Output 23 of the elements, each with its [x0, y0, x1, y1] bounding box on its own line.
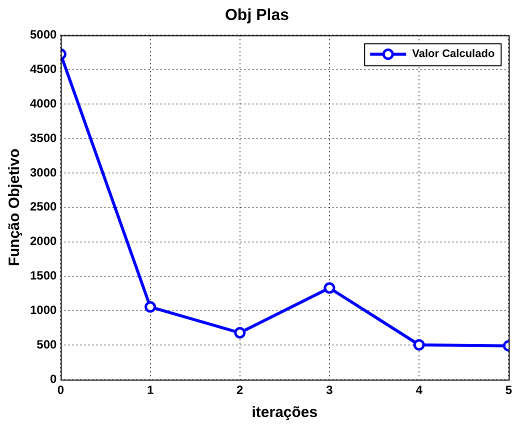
y-tick-label: 1000 — [30, 303, 58, 318]
y-tick-label: 4500 — [30, 62, 58, 76]
chart-title: Obj Plas — [224, 7, 290, 24]
legend-label: Valor Calculado — [412, 48, 495, 60]
y-tick-label: 3000 — [30, 165, 58, 180]
point — [234, 327, 246, 339]
x-tick-label: 2 — [236, 383, 244, 398]
point — [324, 282, 336, 294]
y-tick-label: 1500 — [30, 268, 58, 283]
x-axis-title: iterações — [252, 404, 318, 422]
x-tick-label: 3 — [326, 383, 334, 398]
y-tick-label: 2500 — [30, 200, 58, 214]
point — [144, 301, 156, 313]
y-tick-label: 0 — [50, 372, 58, 386]
y-tick-label: 5000 — [30, 28, 58, 42]
y-tick-label: 4000 — [30, 96, 58, 110]
y-tick-label: 3500 — [30, 130, 58, 145]
x-tick-label: 1 — [146, 383, 154, 398]
y-axis-title: Função Objetivo — [6, 148, 24, 266]
x-tick-label: 5 — [505, 383, 512, 398]
y-tick-label: 500 — [36, 337, 58, 352]
y-tick-label: 2000 — [30, 234, 58, 248]
x-tick-label: 4 — [416, 383, 423, 398]
